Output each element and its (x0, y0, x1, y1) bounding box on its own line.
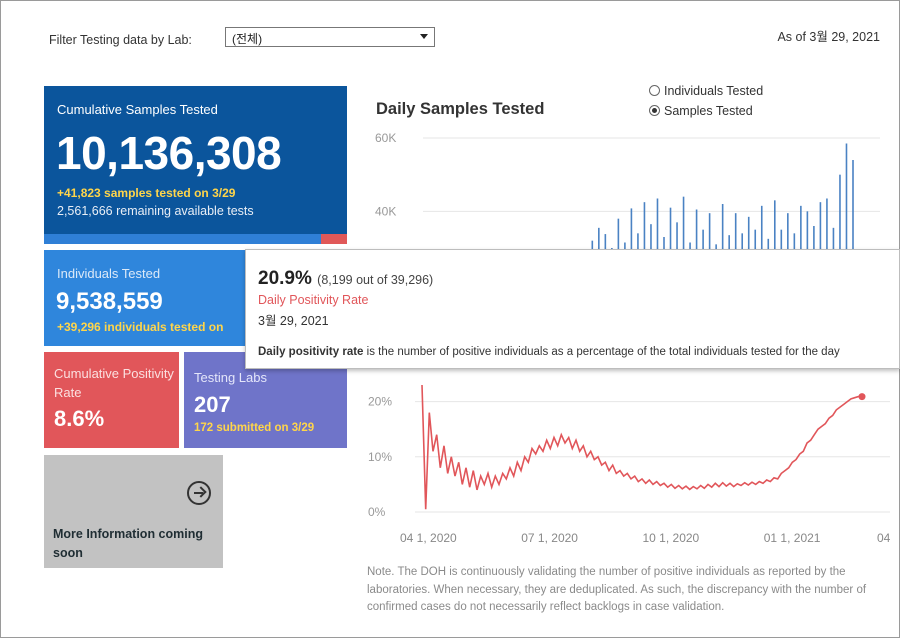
sample-bar (767, 238, 770, 250)
sample-bar (604, 234, 607, 250)
sample-bar (728, 235, 730, 250)
tile-label: Testing Labs (194, 370, 267, 385)
sample-bar (695, 209, 698, 250)
sample-bar (663, 237, 665, 250)
y-tick-label: 10% (368, 450, 392, 464)
sample-bar (780, 229, 783, 250)
tooltip-percent-value: 20.9% (258, 268, 312, 289)
sample-bar (747, 216, 750, 250)
tile-label: Individuals Tested (57, 266, 161, 281)
sample-bar (813, 226, 815, 250)
tile-today-count: +39,296 individuals tested on (57, 320, 224, 334)
tile-value: 10,136,308 (56, 127, 282, 179)
tile-value: 9,538,559 (56, 288, 163, 315)
y-tick-label: 60K (375, 131, 396, 145)
sample-bar (787, 213, 789, 250)
sample-bar (598, 227, 600, 250)
validation-note: Note. The DOH is continuously validating… (367, 566, 867, 613)
tooltip-percent: 20.9% (8,199 out of 39,296) (258, 268, 433, 290)
remaining-capacity-segment (320, 234, 347, 244)
x-tick-label: 01 1, 2021 (764, 531, 821, 545)
tooltip-definition-text: is the number of positive individuals as… (363, 346, 840, 358)
radio-icon (649, 85, 660, 96)
sample-bar (708, 213, 711, 250)
positivity-rate-tile[interactable]: Cumulative Positivity Rate 8.6% (44, 352, 179, 448)
sample-bar (591, 240, 594, 250)
sample-bar (715, 244, 717, 250)
capacity-progress-bar (44, 234, 347, 244)
sample-bar (676, 222, 678, 250)
sample-bar (754, 229, 757, 250)
tile-today-count: +41,823 samples tested on 3/29 (57, 186, 236, 200)
sample-bar (650, 224, 652, 250)
sample-bar (630, 208, 633, 250)
latest-point-marker (858, 393, 866, 401)
tooltip-metric-label: Daily Positivity Rate (258, 293, 369, 307)
sample-bar (721, 204, 724, 250)
sample-bar (669, 207, 672, 250)
sample-bar (845, 143, 848, 250)
sample-bar (819, 202, 822, 250)
sample-bar (760, 205, 763, 250)
lab-filter-value: (전체) (232, 32, 263, 46)
tile-value: 207 (194, 392, 231, 417)
x-tick-label: 10 1, 2020 (643, 531, 700, 545)
y-tick-label: 20% (368, 395, 392, 409)
x-tick-label: 07 1, 2020 (521, 531, 578, 545)
tooltip-definition-term: Daily positivity rate (258, 346, 364, 358)
tile-label: Cumulative Samples Tested (57, 102, 218, 117)
positivity-line (421, 384, 862, 510)
cumulative-samples-tile: Cumulative Samples Tested 10,136,308 +41… (44, 86, 347, 244)
sample-bar (773, 200, 776, 250)
sample-bar (852, 160, 854, 250)
y-tick-label: 0% (368, 505, 386, 519)
sample-bar (624, 242, 626, 250)
sample-bar (793, 233, 796, 250)
y-tick-label: 40K (375, 204, 396, 218)
sample-bar (806, 211, 809, 250)
sample-bar (617, 218, 620, 250)
daily-samples-title: Daily Samples Tested (376, 100, 545, 118)
sample-bar (682, 196, 685, 250)
sample-bar (689, 242, 691, 250)
tooltip-count-detail: (8,199 out of 39,296) (317, 273, 434, 287)
tooltip-date: 3월 29, 2021 (258, 314, 329, 328)
sample-bar (826, 198, 828, 250)
positivity-rate-chart[interactable]: 20% 10% 0% 04 1, 2020 07 1, 2020 10 1, 2020 01… (365, 370, 890, 550)
radio-samples-tested[interactable]: Samples Tested (649, 104, 753, 118)
tile-today-count: 172 submitted on 3/29 (194, 422, 315, 434)
radio-selected-icon (649, 105, 660, 116)
filter-label: Filter Testing data by Lab: (49, 33, 192, 47)
sample-bar (800, 205, 802, 250)
x-tick-label: 04 1, 2020 (400, 531, 457, 545)
x-tick-label: 04 1, 2021 (877, 531, 890, 545)
sample-bar (734, 213, 737, 250)
sample-bar (839, 174, 841, 250)
positivity-tooltip: 20.9% (8,199 out of 39,296) Daily Positi… (245, 249, 900, 369)
sample-bar (643, 202, 646, 250)
sample-bar (832, 227, 835, 250)
tile-remaining-tests: 2,561,666 remaining available tests (57, 204, 254, 218)
daily-samples-chart[interactable]: 60K40K20K (375, 126, 880, 250)
radio-individuals-tested[interactable]: Individuals Tested (649, 84, 763, 98)
tile-label: More Information coming soon (53, 527, 203, 560)
sample-bar (637, 233, 639, 250)
tooltip-definition: Daily positivity rate is the number of p… (258, 346, 840, 358)
sample-bar (741, 233, 744, 250)
tile-value: 8.6% (54, 406, 105, 431)
as-of-date: As of 3월 29, 2021 (777, 30, 880, 44)
sample-bar (656, 198, 659, 250)
chevron-down-icon (420, 34, 428, 39)
sample-bar (702, 229, 704, 250)
arrow-right-circle-icon[interactable] (187, 481, 211, 505)
lab-filter-dropdown[interactable]: (전체) (225, 27, 435, 47)
more-information-tile[interactable]: More Information coming soon (44, 455, 223, 568)
radio-label: Samples Tested (664, 104, 753, 118)
radio-label: Individuals Tested (664, 84, 764, 98)
tile-label: Cumulative Positivity Rate (54, 366, 174, 400)
